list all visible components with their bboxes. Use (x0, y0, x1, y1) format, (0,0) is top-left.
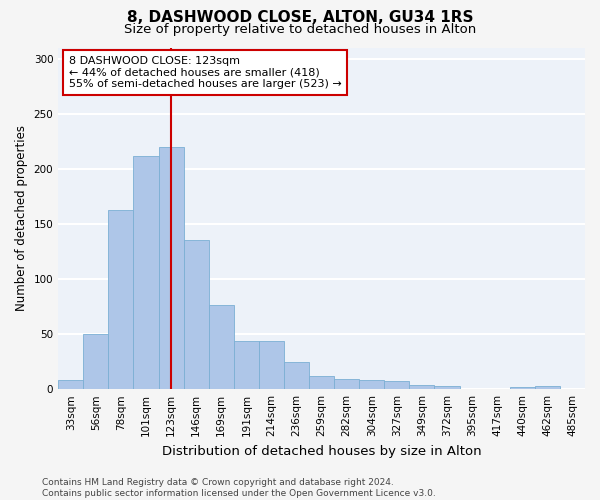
Bar (409, 385, 434, 389)
Bar (284, 362, 309, 389)
Bar (133, 156, 158, 389)
Y-axis label: Number of detached properties: Number of detached properties (15, 126, 28, 312)
Bar (209, 306, 234, 389)
Bar (309, 376, 334, 389)
Text: Size of property relative to detached houses in Alton: Size of property relative to detached ho… (124, 22, 476, 36)
Bar (434, 386, 460, 389)
Bar (158, 146, 184, 389)
Bar (535, 386, 560, 389)
Bar (334, 380, 359, 389)
Bar (359, 380, 385, 389)
Bar (184, 240, 209, 389)
Bar (259, 340, 284, 389)
Text: 8 DASHWOOD CLOSE: 123sqm
← 44% of detached houses are smaller (418)
55% of semi-: 8 DASHWOOD CLOSE: 123sqm ← 44% of detach… (69, 56, 341, 89)
X-axis label: Distribution of detached houses by size in Alton: Distribution of detached houses by size … (162, 444, 481, 458)
Bar (83, 334, 109, 389)
Bar (510, 387, 535, 389)
Text: 8, DASHWOOD CLOSE, ALTON, GU34 1RS: 8, DASHWOOD CLOSE, ALTON, GU34 1RS (127, 10, 473, 25)
Bar (234, 340, 259, 389)
Text: Contains HM Land Registry data © Crown copyright and database right 2024.
Contai: Contains HM Land Registry data © Crown c… (42, 478, 436, 498)
Bar (58, 380, 83, 389)
Bar (385, 382, 409, 389)
Bar (109, 210, 133, 389)
